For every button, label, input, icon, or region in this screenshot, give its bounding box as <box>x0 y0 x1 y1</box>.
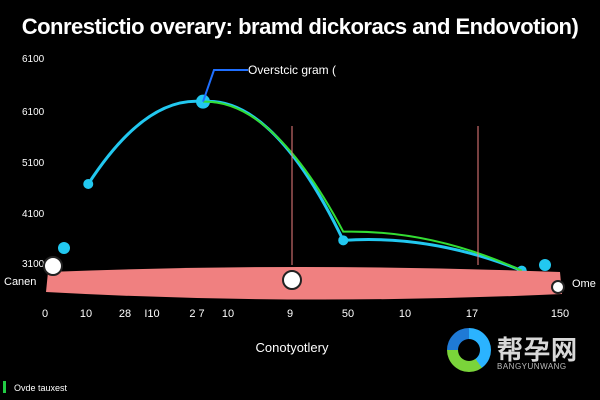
x-tick-label: 10 <box>399 308 411 320</box>
data-point <box>83 179 94 189</box>
y-tick-label: 6100 <box>22 54 45 65</box>
x-tick-label: 2 7 <box>189 308 204 320</box>
right-side-label: Ome <box>572 278 596 290</box>
footer-marker <box>3 381 6 393</box>
x-tick-label: 28 <box>119 308 131 320</box>
watermark-logo: 帮孕网 BANGYUNWANG <box>447 328 587 376</box>
y-tick-label: 3100 <box>22 259 45 270</box>
line-end-point <box>539 259 551 271</box>
y-tick-label: 5100 <box>22 158 45 169</box>
q-logo-icon <box>447 328 491 372</box>
x-tick-label: 9 <box>287 308 293 320</box>
line-end-point <box>58 242 70 254</box>
series-line-green <box>202 100 523 272</box>
left-side-label: Canen <box>4 276 36 288</box>
chart-title: Conrestictio overary: bramd dickoracs an… <box>21 14 579 39</box>
band-marker <box>43 256 63 276</box>
legend-entry: Overstcic gram ( <box>248 63 336 77</box>
x-tick-label: 0 <box>42 308 48 320</box>
y-tick-label: 4100 <box>22 209 45 220</box>
y-tick-labels: 6100 6100 5100 4100 3100 <box>22 54 45 270</box>
x-tick-label: 50 <box>342 308 354 320</box>
x-axis-title: Conotyotlery <box>256 340 329 355</box>
band-marker <box>282 270 302 290</box>
base-band <box>46 267 562 300</box>
data-point <box>338 235 349 246</box>
footer-text: Ovde tauxest <box>14 383 68 393</box>
watermark-text: 帮孕网 <box>497 336 579 366</box>
x-tick-label: 150 <box>551 308 569 320</box>
x-tick-label: 17 <box>466 308 478 320</box>
x-tick-label: 10 <box>222 308 234 320</box>
x-tick-label: I10 <box>144 308 159 320</box>
series-line-blue <box>86 99 523 273</box>
band-layer <box>43 256 565 300</box>
x-tick-labels: 0 10 28 I10 2 7 10 9 50 10 17 150 <box>42 308 569 320</box>
legend-connector <box>202 69 248 102</box>
series-layer <box>58 69 551 276</box>
watermark-subtext: BANGYUNWANG <box>497 362 567 371</box>
band-marker <box>551 280 565 294</box>
x-tick-label: 10 <box>80 308 92 320</box>
y-tick-label: 6100 <box>22 107 45 118</box>
